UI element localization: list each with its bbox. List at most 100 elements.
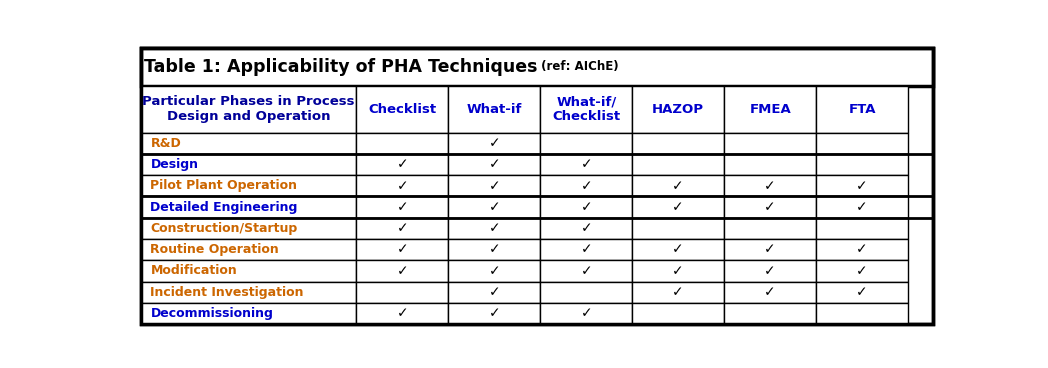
Bar	[816, 86, 908, 132]
Text: Incident Investigation: Incident Investigation	[151, 286, 304, 299]
Bar	[356, 197, 449, 218]
Text: ✓: ✓	[764, 200, 776, 214]
Text: Pilot Plant Operation: Pilot Plant Operation	[151, 179, 298, 192]
Text: Decommissioning: Decommissioning	[151, 307, 274, 320]
Text: ✓: ✓	[856, 264, 868, 278]
Text: ✓: ✓	[764, 179, 776, 193]
Text: ✓: ✓	[764, 243, 776, 256]
Bar	[140, 47, 934, 86]
Text: ✓: ✓	[488, 221, 500, 236]
Bar	[632, 86, 724, 132]
Bar	[816, 260, 908, 282]
Bar	[356, 132, 449, 154]
Text: ✓: ✓	[488, 200, 500, 214]
Bar	[816, 154, 908, 175]
Bar	[449, 154, 541, 175]
Text: What-if: What-if	[466, 103, 522, 116]
Bar	[140, 303, 356, 324]
Bar	[724, 154, 816, 175]
Bar	[356, 239, 449, 260]
Bar	[541, 154, 632, 175]
Bar	[140, 175, 356, 197]
Bar	[541, 282, 632, 303]
Bar	[140, 154, 356, 175]
Text: What-if/
Checklist: What-if/ Checklist	[552, 95, 620, 123]
Bar	[356, 303, 449, 324]
Bar	[449, 197, 541, 218]
Bar	[632, 260, 724, 282]
Bar	[356, 218, 449, 239]
Text: FMEA: FMEA	[749, 103, 791, 116]
Bar	[449, 86, 541, 132]
Bar	[724, 218, 816, 239]
Text: ✓: ✓	[488, 264, 500, 278]
Bar	[816, 132, 908, 154]
Bar	[816, 282, 908, 303]
Text: Particular Phases in Process
Design and Operation: Particular Phases in Process Design and …	[143, 95, 355, 123]
Bar	[449, 282, 541, 303]
Bar	[140, 86, 356, 132]
Text: ✓: ✓	[488, 285, 500, 299]
Bar	[541, 86, 632, 132]
Text: Design: Design	[151, 158, 198, 171]
Text: Modification: Modification	[151, 265, 237, 277]
Bar	[356, 282, 449, 303]
Bar	[449, 175, 541, 197]
Bar	[449, 218, 541, 239]
Bar	[816, 239, 908, 260]
Text: ✓: ✓	[673, 179, 684, 193]
Bar	[632, 132, 724, 154]
Bar	[140, 132, 356, 154]
Text: ✓: ✓	[673, 200, 684, 214]
Text: ✓: ✓	[488, 158, 500, 171]
Bar	[724, 132, 816, 154]
Text: ✓: ✓	[488, 307, 500, 321]
Bar	[449, 303, 541, 324]
Text: Table 1: Applicability of PHA Techniques: Table 1: Applicability of PHA Techniques	[144, 58, 537, 76]
Text: ✓: ✓	[673, 264, 684, 278]
Bar	[724, 197, 816, 218]
Bar	[541, 132, 632, 154]
Bar	[724, 175, 816, 197]
Text: ✓: ✓	[581, 200, 592, 214]
Text: ✓: ✓	[673, 243, 684, 256]
Bar	[541, 303, 632, 324]
Text: ✓: ✓	[396, 200, 408, 214]
Text: ✓: ✓	[856, 179, 868, 193]
Bar	[449, 239, 541, 260]
Text: ✓: ✓	[488, 179, 500, 193]
Text: ✓: ✓	[581, 307, 592, 321]
Text: (ref: AIChE): (ref: AIChE)	[537, 60, 618, 73]
Bar	[356, 154, 449, 175]
Text: Detailed Engineering: Detailed Engineering	[151, 201, 298, 213]
Bar	[724, 303, 816, 324]
Text: ✓: ✓	[396, 158, 408, 171]
Text: ✓: ✓	[764, 285, 776, 299]
Text: ✓: ✓	[581, 243, 592, 256]
Text: ✓: ✓	[396, 307, 408, 321]
Text: ✓: ✓	[673, 285, 684, 299]
Text: ✓: ✓	[396, 221, 408, 236]
Text: ✓: ✓	[581, 264, 592, 278]
Bar	[816, 303, 908, 324]
Bar	[449, 260, 541, 282]
Text: Checklist: Checklist	[368, 103, 436, 116]
Bar	[356, 86, 449, 132]
Bar	[541, 218, 632, 239]
Bar	[356, 260, 449, 282]
Bar	[632, 175, 724, 197]
Bar	[140, 282, 356, 303]
Bar	[632, 303, 724, 324]
Bar	[632, 154, 724, 175]
Text: ✓: ✓	[396, 179, 408, 193]
Bar	[632, 218, 724, 239]
Text: FTA: FTA	[849, 103, 876, 116]
Bar	[724, 260, 816, 282]
Bar	[724, 86, 816, 132]
Bar	[816, 175, 908, 197]
Bar	[541, 239, 632, 260]
Text: ✓: ✓	[856, 200, 868, 214]
Text: HAZOP: HAZOP	[652, 103, 704, 116]
Text: Routine Operation: Routine Operation	[151, 243, 279, 256]
Text: R&D: R&D	[151, 137, 181, 150]
